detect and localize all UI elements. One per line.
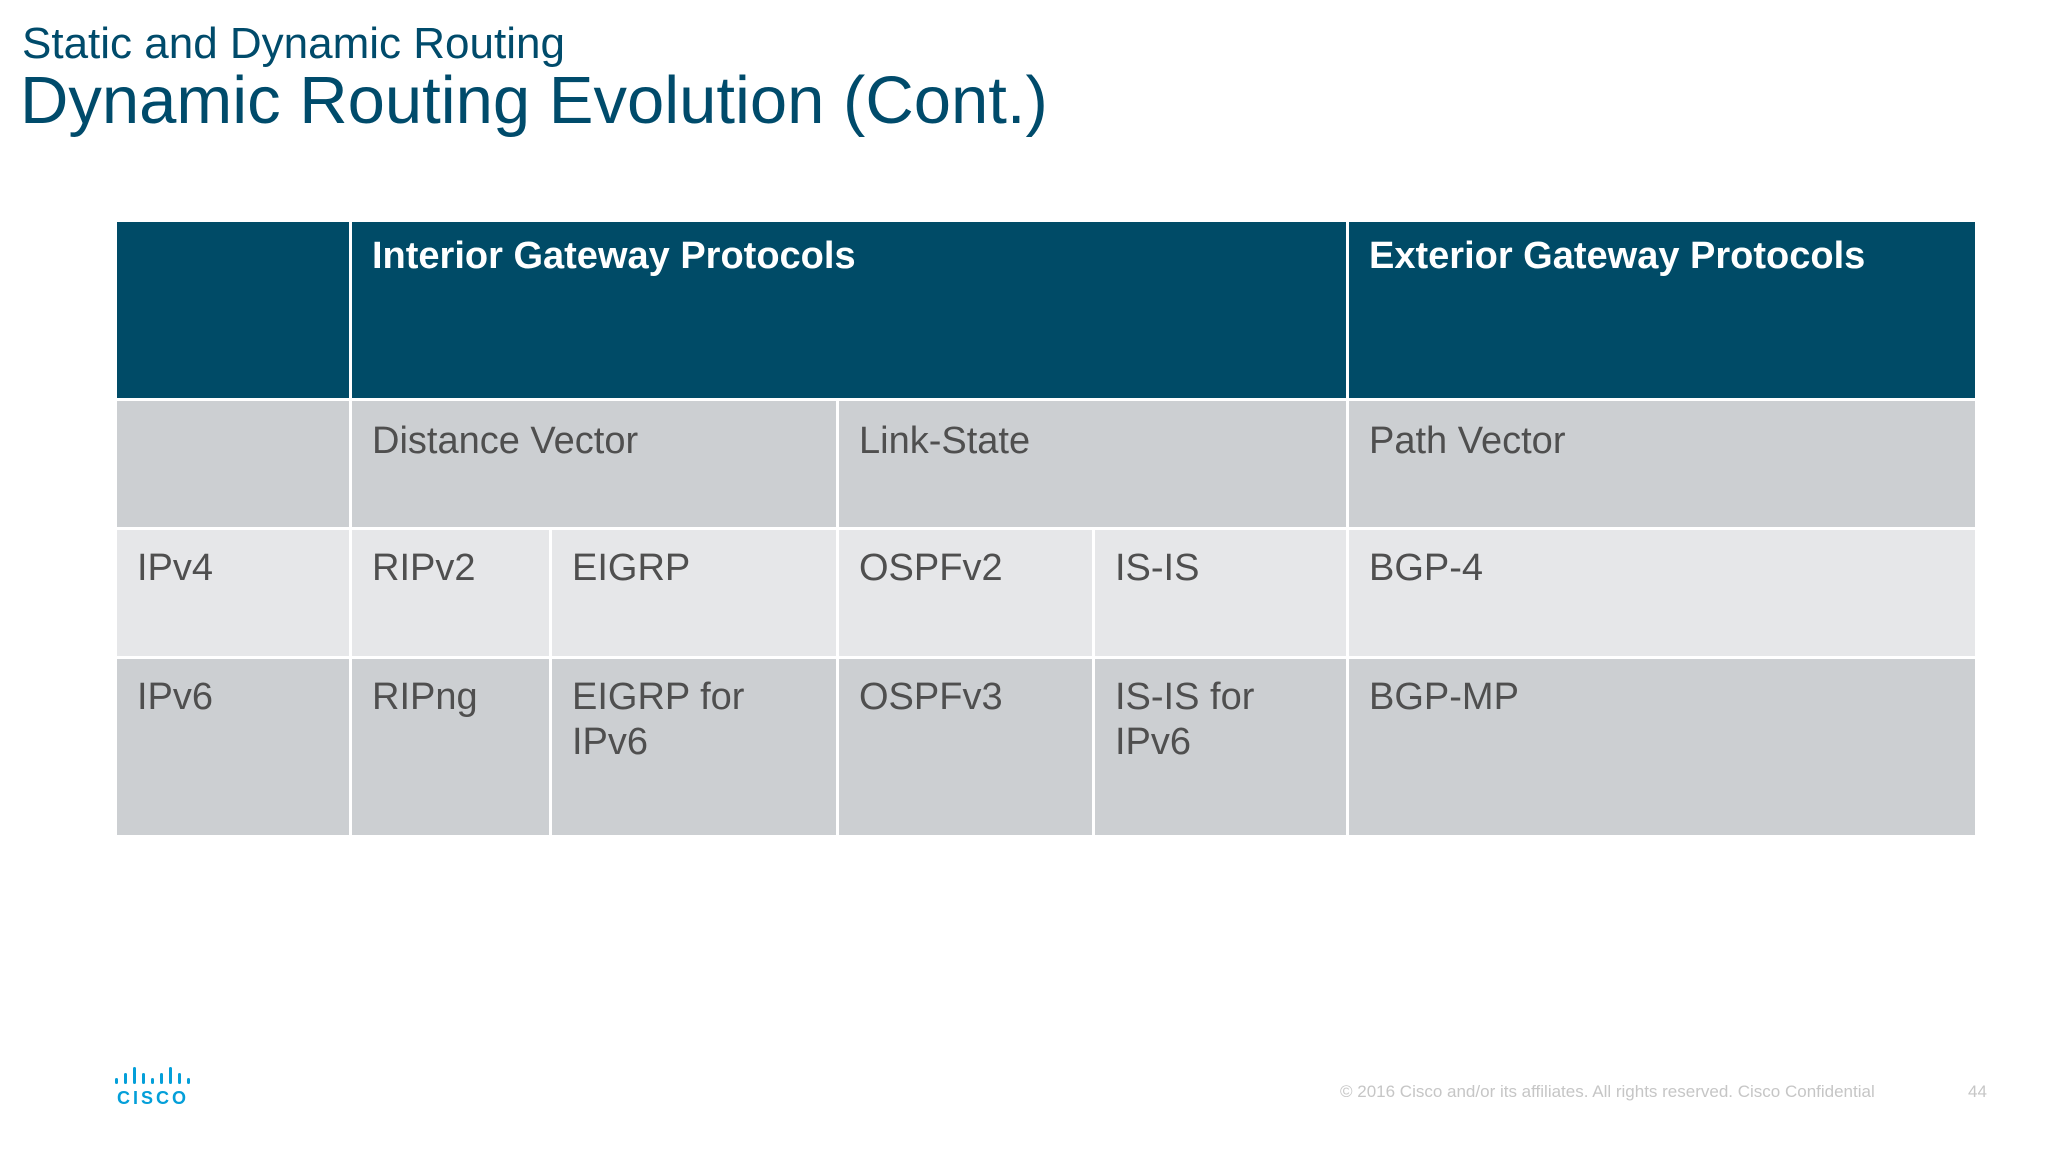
slide-title: Dynamic Routing Evolution (Cont.) — [20, 63, 1048, 138]
table-row-ipv6: IPv6 RIPng EIGRP for IPv6 OSPFv3 IS-IS f… — [114, 656, 1979, 838]
header-corner-cell — [114, 219, 352, 401]
protocol-type-row: Distance Vector Link-State Path Vector — [114, 398, 1979, 530]
footer-copyright: © 2016 Cisco and/or its affiliates. All … — [1340, 1082, 1875, 1101]
cell-eigrp-ipv6: EIGRP for IPv6 — [549, 656, 839, 838]
distance-vector-cell: Distance Vector — [349, 398, 839, 530]
slide-subtitle: Static and Dynamic Routing — [22, 19, 565, 68]
page-number: 44 — [1968, 1082, 1987, 1101]
cisco-logo-text: CISCO — [117, 1088, 189, 1108]
cell-eigrp: EIGRP — [549, 527, 839, 659]
row-label-ipv4: IPv4 — [114, 527, 352, 659]
link-state-cell: Link-State — [835, 398, 1350, 530]
cell-ospfv3: OSPFv3 — [836, 656, 1095, 838]
exterior-gateway-header: Exterior Gateway Protocols — [1346, 219, 1979, 401]
table-header-row: Interior Gateway Protocols Exterior Gate… — [114, 219, 1979, 401]
cell-is-is: IS-IS — [1091, 527, 1350, 659]
interior-gateway-header: Interior Gateway Protocols — [348, 219, 1350, 401]
cell-bgp-mp: BGP-MP — [1346, 656, 1979, 838]
cell-is-is-ipv6: IS-IS for IPv6 — [1091, 656, 1350, 838]
cell-ospfv2: OSPFv2 — [836, 527, 1095, 659]
cell-bgp-4: BGP-4 — [1346, 527, 1979, 659]
path-vector-cell: Path Vector — [1346, 398, 1979, 530]
type-corner-cell — [114, 398, 352, 530]
routing-protocols-table: Interior Gateway Protocols Exterior Gate… — [114, 219, 1979, 838]
table-row-ipv4: IPv4 RIPv2 EIGRP OSPFv2 IS-IS BGP-4 — [114, 527, 1979, 659]
cisco-logo: CISCO — [115, 1067, 190, 1108]
cell-ripv2: RIPv2 — [349, 527, 552, 659]
cell-ripng: RIPng — [349, 656, 552, 838]
row-label-ipv6: IPv6 — [114, 656, 352, 838]
